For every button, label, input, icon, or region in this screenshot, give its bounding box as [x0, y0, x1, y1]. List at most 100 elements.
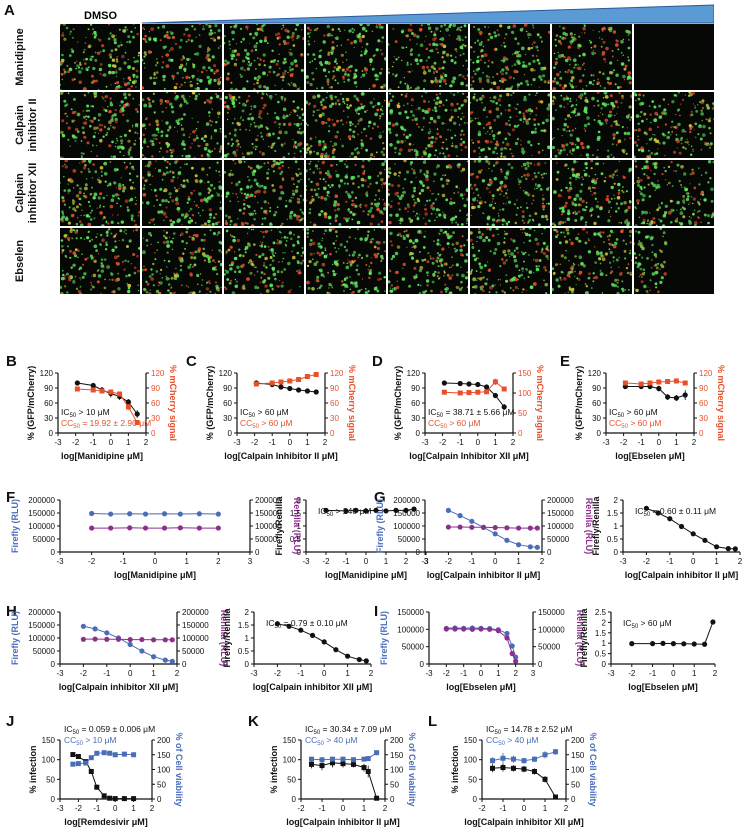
image-tile	[306, 228, 386, 294]
x-tick-label: 1	[543, 804, 548, 813]
data-point	[177, 511, 183, 517]
data-point	[660, 640, 666, 647]
data-point	[527, 525, 533, 531]
y-axis-label: Firefly (RLU)	[375, 499, 385, 553]
x-tick-label: 1	[496, 669, 501, 678]
annotation: IC50 > 240 μM	[318, 506, 371, 518]
data-point	[532, 768, 537, 774]
chart-i2: -3 -2 -1 0 1 200.511.522.5Firefly/Renillalog[…	[579, 608, 718, 692]
x-tick-label: 2	[540, 557, 545, 566]
x-tick-label: 0	[493, 557, 498, 566]
x-tick-label: -2	[297, 804, 305, 813]
x-axis-label: log[Ebselen μM]	[615, 451, 685, 461]
x-tick-label: 2	[511, 438, 516, 447]
x-tick-label: -2	[88, 557, 96, 566]
data-point	[99, 388, 105, 394]
data-point	[702, 641, 708, 647]
x-tick-label: 2	[150, 804, 155, 813]
data-point	[351, 761, 356, 767]
data-point	[92, 636, 98, 642]
y2-tick-label: 100	[390, 766, 404, 775]
y2-axis-label: Renilla (RLU)	[584, 498, 594, 555]
data-point	[94, 750, 100, 756]
x-tick-label: 0	[153, 557, 158, 566]
y-tick-label: 0.5	[238, 647, 250, 656]
data-point	[117, 391, 123, 397]
data-point	[139, 648, 145, 654]
x-tick-label: 1	[516, 557, 521, 566]
y2-tick-label: 0	[538, 660, 543, 669]
y-tick-label: 2	[297, 496, 302, 505]
data-point	[127, 641, 133, 648]
y-tick-label: 50000	[33, 535, 56, 544]
image-tile	[470, 228, 550, 294]
panel-label: F	[6, 489, 15, 506]
image-tile	[388, 160, 468, 226]
data-point	[667, 516, 673, 522]
chart-h2: -3 -2 -1 0 1 2 0 0.5 1 1.5 2 Firefly/Renilla log[Cal…	[222, 608, 374, 692]
y-axis-label: Firefly (RLU)	[10, 499, 20, 553]
y2-tick-label: 0	[151, 429, 156, 438]
y-tick-label: 30	[223, 414, 232, 423]
y-tick-label: 60	[223, 399, 232, 408]
y-tick-label: 0	[51, 660, 56, 669]
data-point	[356, 656, 362, 663]
x-tick-label: -2	[251, 438, 259, 447]
y-tick-label: 30	[592, 414, 601, 423]
x-tick-label: 3	[424, 557, 429, 566]
chart-f1: F-3 -2 -1 0 1 2 305000010000015000020000005000…	[6, 489, 302, 580]
annotation: CC50 > 60 μM	[609, 418, 661, 430]
image-tile	[224, 92, 304, 158]
y-axis-label: % infection	[450, 745, 460, 793]
data-point	[469, 524, 475, 530]
y-axis-label: % (GFP/mCherry)	[26, 366, 36, 441]
data-point	[710, 619, 716, 625]
data-point	[286, 623, 292, 629]
panel-label: E	[560, 353, 570, 370]
chart-i1: I-3 -2 -1 0 1 2 305000010000015000005000010000…	[374, 603, 585, 692]
annotation: IC50 = 0.79 ± 0.10 μM	[266, 618, 348, 630]
data-point	[484, 389, 490, 395]
data-point	[490, 758, 495, 764]
data-point	[330, 760, 335, 766]
y2-tick-label: 120	[699, 369, 713, 378]
x-tick-label: -1	[460, 669, 468, 678]
y-tick-label: 50000	[402, 643, 425, 652]
y-tick-label: 0.5	[595, 650, 607, 659]
y-axis-label: Firefly/Renilla	[222, 608, 232, 668]
y2-axis-label: % of Cell viability	[588, 732, 598, 806]
image-tile	[552, 24, 632, 90]
y-tick-label: 60	[411, 399, 420, 408]
data-point	[88, 768, 94, 774]
data-point	[655, 510, 661, 516]
data-point	[690, 531, 696, 537]
series-line	[72, 752, 134, 765]
data-point	[542, 752, 548, 758]
y-tick-label: 90	[411, 384, 420, 393]
y2-tick-label: 100	[157, 766, 171, 775]
data-point	[673, 395, 680, 401]
y2-tick-label: 50	[518, 409, 527, 418]
series-line	[446, 628, 517, 662]
data-point	[162, 657, 168, 663]
y2-tick-label: 60	[330, 399, 339, 408]
panel-label: G	[374, 489, 386, 506]
y2-tick-label: 50000	[547, 535, 570, 544]
data-point	[461, 626, 467, 632]
y2-tick-label: 0	[157, 795, 162, 804]
y-tick-label: 1.5	[290, 509, 302, 518]
x-tick-label: -3	[56, 804, 64, 813]
y-tick-label: 100	[464, 756, 478, 765]
y-tick-label: 0	[420, 660, 425, 669]
data-point	[702, 537, 708, 543]
y-tick-label: 0	[597, 429, 602, 438]
x-tick-label: 1	[714, 557, 719, 566]
x-tick-label: 1	[184, 557, 189, 566]
data-point	[83, 760, 89, 766]
x-tick-label: -1	[318, 804, 326, 813]
data-point	[162, 637, 168, 643]
data-point	[373, 507, 379, 513]
y2-axis-label: % of Cell viability	[174, 732, 184, 806]
x-tick-label: -3	[302, 557, 310, 566]
y-tick-label: 100000	[393, 522, 420, 531]
